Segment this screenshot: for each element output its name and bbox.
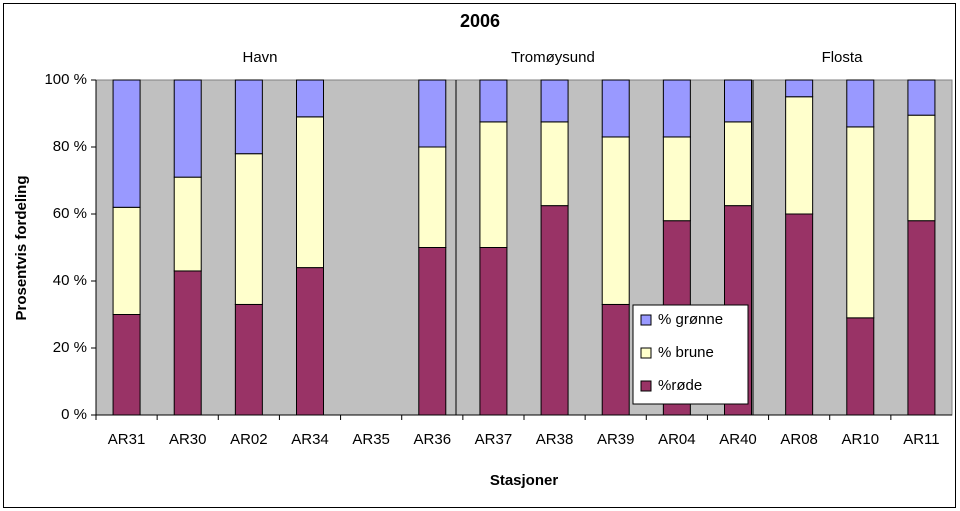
- x-tick-label: AR34: [291, 431, 329, 448]
- bar-segment: [479, 121, 508, 248]
- x-tick-label: AR04: [658, 431, 696, 448]
- bar-segment: [234, 303, 263, 416]
- bar-segment: [601, 303, 630, 416]
- x-tick-label: AR35: [352, 431, 390, 448]
- bar-segment: [234, 79, 263, 155]
- bar-segment: [173, 270, 202, 416]
- legend-label: % grønne: [658, 311, 723, 328]
- bar-segment: [296, 267, 324, 416]
- x-tick-label: AR39: [597, 431, 635, 448]
- y-tick-label: 100 %: [44, 71, 87, 88]
- plot-area: [95, 79, 953, 416]
- x-tick-label: AR38: [536, 431, 574, 448]
- bar-segment: [601, 136, 630, 305]
- bar-segment: [112, 79, 141, 208]
- bar-segment: [846, 126, 875, 319]
- bar-segment: [601, 79, 630, 138]
- y-tick-label: 60 %: [53, 205, 87, 222]
- bar-segment: [540, 205, 569, 416]
- bar-segment: [907, 220, 936, 416]
- x-tick-label: AR40: [719, 431, 757, 448]
- bar-segment: [540, 79, 569, 123]
- bar-segment: [662, 79, 691, 138]
- group-label: Havn: [242, 49, 277, 66]
- bar-segment: [173, 79, 202, 178]
- bar-segment: [418, 146, 447, 248]
- bar-segment: [418, 79, 447, 148]
- legend-label: % brune: [658, 344, 714, 361]
- x-tick-label: AR08: [780, 431, 818, 448]
- x-tick-label: AR10: [842, 431, 880, 448]
- bar-segment: [234, 153, 263, 305]
- bar-segment: [540, 121, 569, 207]
- y-tick-label: 0 %: [61, 406, 87, 423]
- group-label: Flosta: [822, 49, 864, 66]
- legend-label: %røde: [658, 377, 702, 394]
- bar-segment: [479, 247, 508, 416]
- chart-title: 2006: [460, 11, 500, 31]
- bar-segment: [846, 79, 875, 128]
- bar-segment: [296, 116, 324, 269]
- bar-segment: [662, 136, 691, 222]
- bar-segment: [112, 206, 141, 315]
- legend-swatch: [640, 314, 652, 326]
- legend-box: [632, 304, 749, 405]
- x-tick-label: AR02: [230, 431, 268, 448]
- bar-segment: [785, 96, 814, 215]
- x-axis-label: Stasjoner: [490, 472, 559, 489]
- y-tick-label: 40 %: [53, 272, 87, 289]
- y-tick-label: 80 %: [53, 138, 87, 155]
- bar-segment: [846, 317, 875, 416]
- legend-swatch: [640, 347, 652, 359]
- legend-swatch: [640, 380, 652, 392]
- x-tick-label: AR11: [903, 431, 939, 448]
- group-label: Tromøysund: [511, 49, 595, 66]
- x-tick-label: AR31: [108, 431, 146, 448]
- x-tick-label: AR37: [475, 431, 513, 448]
- bar-segment: [296, 79, 324, 118]
- bar-segment: [724, 121, 752, 207]
- bar-segment: [112, 314, 141, 416]
- x-tick-label: AR36: [414, 431, 452, 448]
- bar-segment: [418, 247, 447, 416]
- bar-segment: [724, 79, 752, 123]
- bar-segment: [785, 79, 814, 98]
- y-axis-label: Prosentvis fordeling: [13, 175, 30, 320]
- y-tick-label: 20 %: [53, 339, 87, 356]
- bar-segment: [907, 114, 936, 222]
- x-tick-label: AR30: [169, 431, 207, 448]
- bar-segment: [907, 79, 936, 116]
- bar-segment: [479, 79, 508, 123]
- bar-segment: [173, 176, 202, 272]
- bar-segment: [785, 213, 814, 416]
